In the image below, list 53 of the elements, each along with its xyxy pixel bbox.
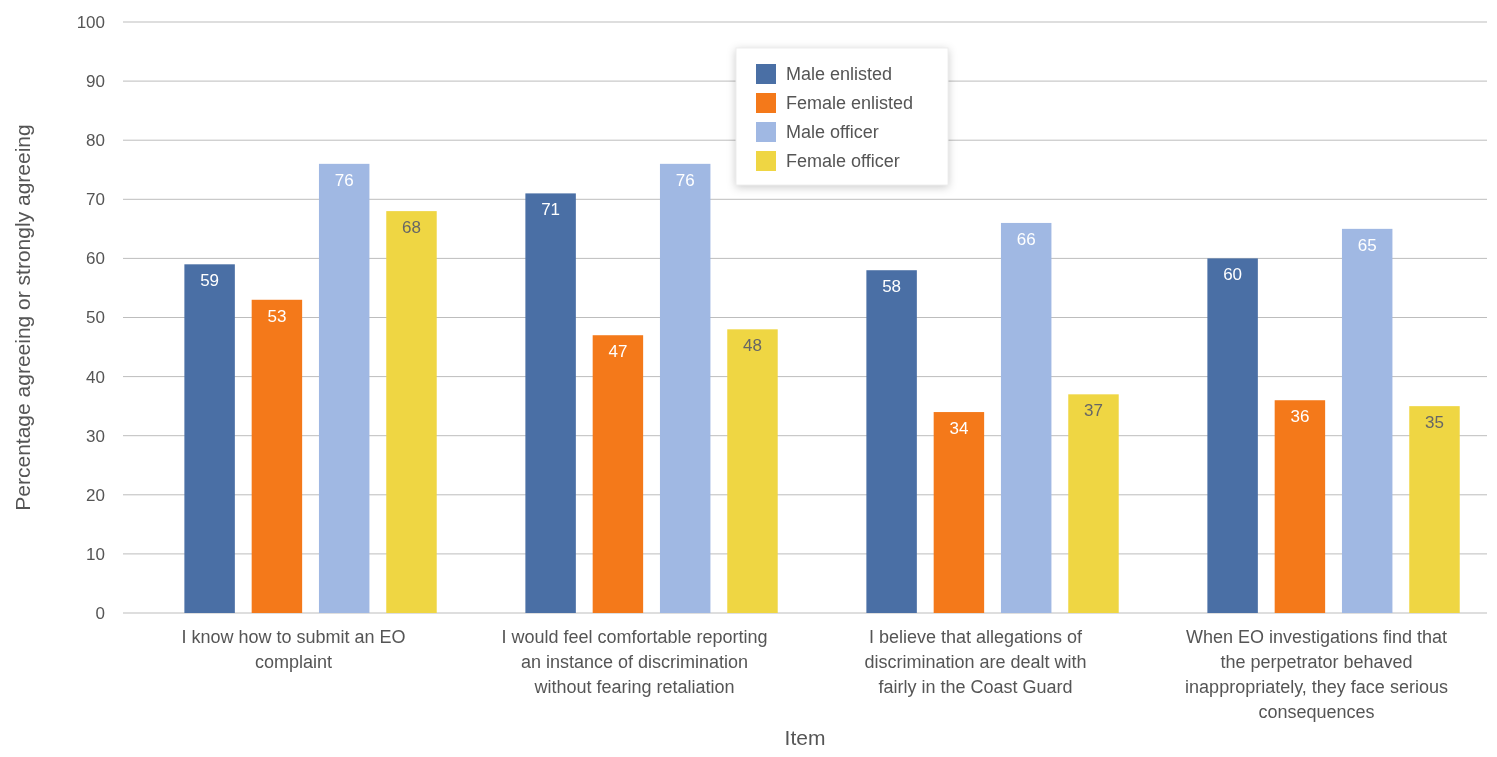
x-axis-title: Item <box>784 726 826 749</box>
data-label: 71 <box>541 200 561 220</box>
bar <box>1341 228 1393 613</box>
bar <box>1274 400 1326 613</box>
x-tick-label: I would feel comfortable reporting an instance of discrimination without fearing retaliation <box>501 627 768 697</box>
legend-label: Male enlisted <box>786 64 893 85</box>
data-label: 60 <box>1223 265 1243 285</box>
data-label: 68 <box>402 218 421 238</box>
y-tick-label: 20 <box>86 485 105 505</box>
data-label: 76 <box>334 170 354 190</box>
y-tick-label: 100 <box>76 12 105 32</box>
y-tick-label: 70 <box>86 190 105 210</box>
bar <box>525 193 576 613</box>
bar <box>386 211 437 613</box>
y-tick-label: 60 <box>86 249 105 269</box>
data-label: 53 <box>267 306 287 326</box>
data-label: 76 <box>675 170 695 190</box>
legend-label: Female enlisted <box>786 93 914 114</box>
data-label: 34 <box>949 419 969 439</box>
data-label: 59 <box>200 271 220 291</box>
bar <box>1409 406 1460 613</box>
data-label: 66 <box>1016 229 1036 249</box>
bar <box>727 329 778 613</box>
data-label: 48 <box>743 336 762 356</box>
y-tick-label: 0 <box>95 603 105 623</box>
legend-label: Male officer <box>786 122 879 143</box>
y-tick-label: 90 <box>86 72 105 92</box>
bar <box>659 163 711 613</box>
bar <box>1207 258 1258 613</box>
x-tick-label: When EO investigations find that the perpetrator behaved inappropriately, they face serious consequences <box>1185 627 1448 722</box>
y-tick-label: 30 <box>86 426 105 446</box>
data-label: 65 <box>1357 235 1377 255</box>
y-tick-label: 10 <box>86 544 105 564</box>
y-tick-label: 50 <box>86 308 105 328</box>
bar <box>592 335 644 613</box>
bar <box>318 163 370 613</box>
data-label: 35 <box>1425 413 1444 433</box>
y-tick-label: 80 <box>86 131 105 151</box>
data-label: 47 <box>608 342 628 362</box>
bar <box>184 264 235 613</box>
data-label: 36 <box>1290 407 1310 427</box>
legend-label: Female officer <box>786 151 900 172</box>
data-label: 37 <box>1084 401 1103 421</box>
bar <box>933 412 985 613</box>
data-label: 58 <box>882 277 902 297</box>
x-tick-label: I know how to submit an EO complaint <box>181 627 406 672</box>
bar <box>1068 394 1119 613</box>
x-tick-label: I believe that allegations of discrimination are dealt with fairly in the Coast Guard <box>864 627 1087 697</box>
bar <box>1000 222 1052 613</box>
bar <box>866 270 917 613</box>
bar <box>251 299 303 613</box>
y-axis-title: Percentage agreeing or strongly agreeing <box>11 124 34 511</box>
y-tick-label: 40 <box>86 367 105 387</box>
